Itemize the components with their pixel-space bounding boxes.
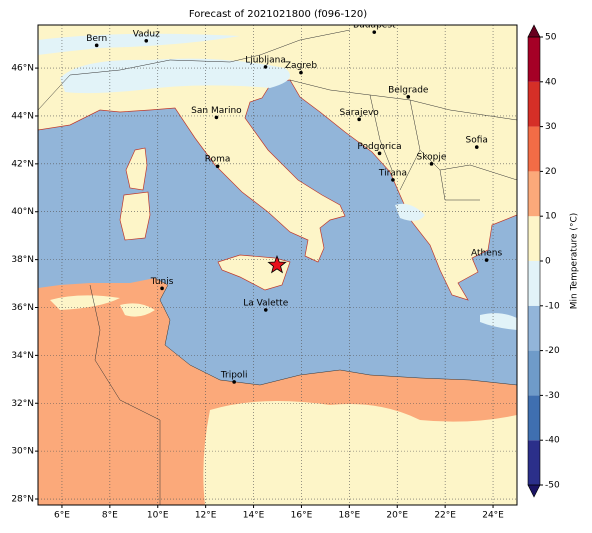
- city-dot: [144, 39, 149, 43]
- city-label: Athens: [471, 249, 502, 259]
- colorbar-over: [527, 24, 541, 38]
- city-label: Sarajevo: [340, 108, 380, 118]
- city-dot: [214, 115, 219, 120]
- colorbar-segment: [528, 81, 540, 127]
- city-dot: [263, 65, 268, 69]
- colorbar-segment: [528, 440, 540, 485]
- city-label: Tripoli: [220, 370, 248, 380]
- y-tick-label: 40°N: [11, 207, 34, 217]
- x-tick-label: 16°E: [291, 511, 313, 521]
- city-dot: [372, 30, 377, 34]
- colorbar-tick-label: -30: [545, 391, 560, 401]
- y-tick-label: 32°N: [11, 399, 34, 409]
- x-tick-label: 22°E: [434, 511, 456, 521]
- city-dot: [391, 178, 395, 182]
- corsica: [125, 147, 148, 191]
- y-tick-label: 46°N: [11, 64, 34, 74]
- warm-patches: [50, 295, 517, 505]
- colorbar-tick-label: 30: [545, 122, 557, 132]
- city-label: Sofia: [466, 136, 488, 146]
- colorbar-segment: [528, 395, 540, 441]
- x-tick-label: 8°E: [102, 511, 118, 521]
- city-dot: [406, 95, 411, 99]
- colorbar-tick-label: -50: [545, 481, 560, 491]
- city-label: San Marino: [191, 106, 242, 116]
- colorbar-tick-label: 10: [545, 212, 557, 222]
- country-borders: [38, 29, 517, 505]
- city-label: Vaduz: [133, 29, 160, 39]
- city-label: La Valette: [243, 298, 288, 308]
- colorbar-tick-label: 50: [545, 33, 557, 43]
- colorbar-segment: [528, 261, 540, 306]
- city-dot: [94, 43, 99, 48]
- city-label: Belgrade: [388, 85, 429, 95]
- colorbar-segment: [528, 37, 540, 82]
- city-dot: [377, 151, 382, 156]
- x-tick-label: 24°E: [482, 511, 504, 521]
- colorbar-tick-label: -40: [545, 436, 560, 446]
- colorbar-tick-label: -20: [545, 346, 560, 356]
- colorbar-segment: [528, 305, 540, 351]
- europe-land: [38, 25, 517, 301]
- city-dot: [215, 164, 220, 169]
- y-tick-label: 30°N: [11, 447, 34, 457]
- sardinia: [119, 191, 151, 241]
- y-tick-label: 36°N: [11, 303, 34, 313]
- colorbar-segment: [528, 350, 540, 396]
- colorbar-tick-label: 0: [545, 257, 551, 267]
- city-label: Zagreb: [285, 61, 317, 71]
- colorbar-segment: [528, 126, 540, 172]
- colorbar-segment: [528, 171, 540, 217]
- city-label: Tirana: [378, 168, 407, 178]
- city-dot: [429, 162, 434, 166]
- title: Forecast of 2021021800 (f096-120): [189, 9, 367, 20]
- city-label: Ljubljana: [245, 55, 286, 65]
- city-dot: [160, 286, 164, 291]
- colorbar-under: [527, 484, 541, 498]
- city-dot: [474, 145, 479, 149]
- colorbar-label: Min Temperature (°C): [570, 213, 580, 310]
- colorbar-tick-label: 40: [545, 77, 557, 87]
- city-label: Podgorica: [357, 142, 401, 152]
- y-tick-label: 28°N: [11, 495, 34, 505]
- city-label: Skopje: [417, 152, 447, 162]
- x-tick-label: 6°E: [54, 511, 70, 521]
- x-tick-label: 18°E: [339, 511, 361, 521]
- city-dot: [299, 70, 303, 75]
- city-dot: [484, 258, 489, 262]
- city-label: Bern: [86, 34, 107, 44]
- colorbar-tick-label: 20: [545, 167, 557, 177]
- y-tick-label: 34°N: [11, 351, 34, 361]
- x-tick-label: 14°E: [243, 511, 265, 521]
- colorbar-tick-label: -10: [545, 301, 560, 311]
- location-star: [267, 254, 287, 274]
- y-tick-label: 42°N: [11, 159, 34, 169]
- city-dot: [357, 117, 361, 122]
- map-frame: [37, 24, 518, 506]
- y-tick-label: 38°N: [11, 255, 34, 265]
- y-tick-label: 44°N: [11, 111, 34, 121]
- x-tick-label: 10°E: [147, 511, 169, 521]
- graticule: [38, 25, 517, 505]
- city-dot: [232, 380, 236, 384]
- city-label: Roma: [205, 155, 231, 165]
- colorbar: -50 -40 -30 -20 -10 0 10 20 30 40 50 Min Temperatur…: [527, 24, 580, 498]
- city-label: Tunis: [150, 277, 174, 287]
- x-tick-label: 20°E: [386, 511, 408, 521]
- city-label: Budapest: [353, 21, 396, 31]
- colorbar-segment: [528, 216, 540, 261]
- axis-ticks: 6°E 8°E 10°E 12°E 14°E 16°E 18°E 20°E 22°E 24°E 28…: [11, 64, 504, 521]
- city-dot: [263, 308, 268, 312]
- coastline: [154, 277, 517, 386]
- x-tick-label: 12°E: [195, 511, 217, 521]
